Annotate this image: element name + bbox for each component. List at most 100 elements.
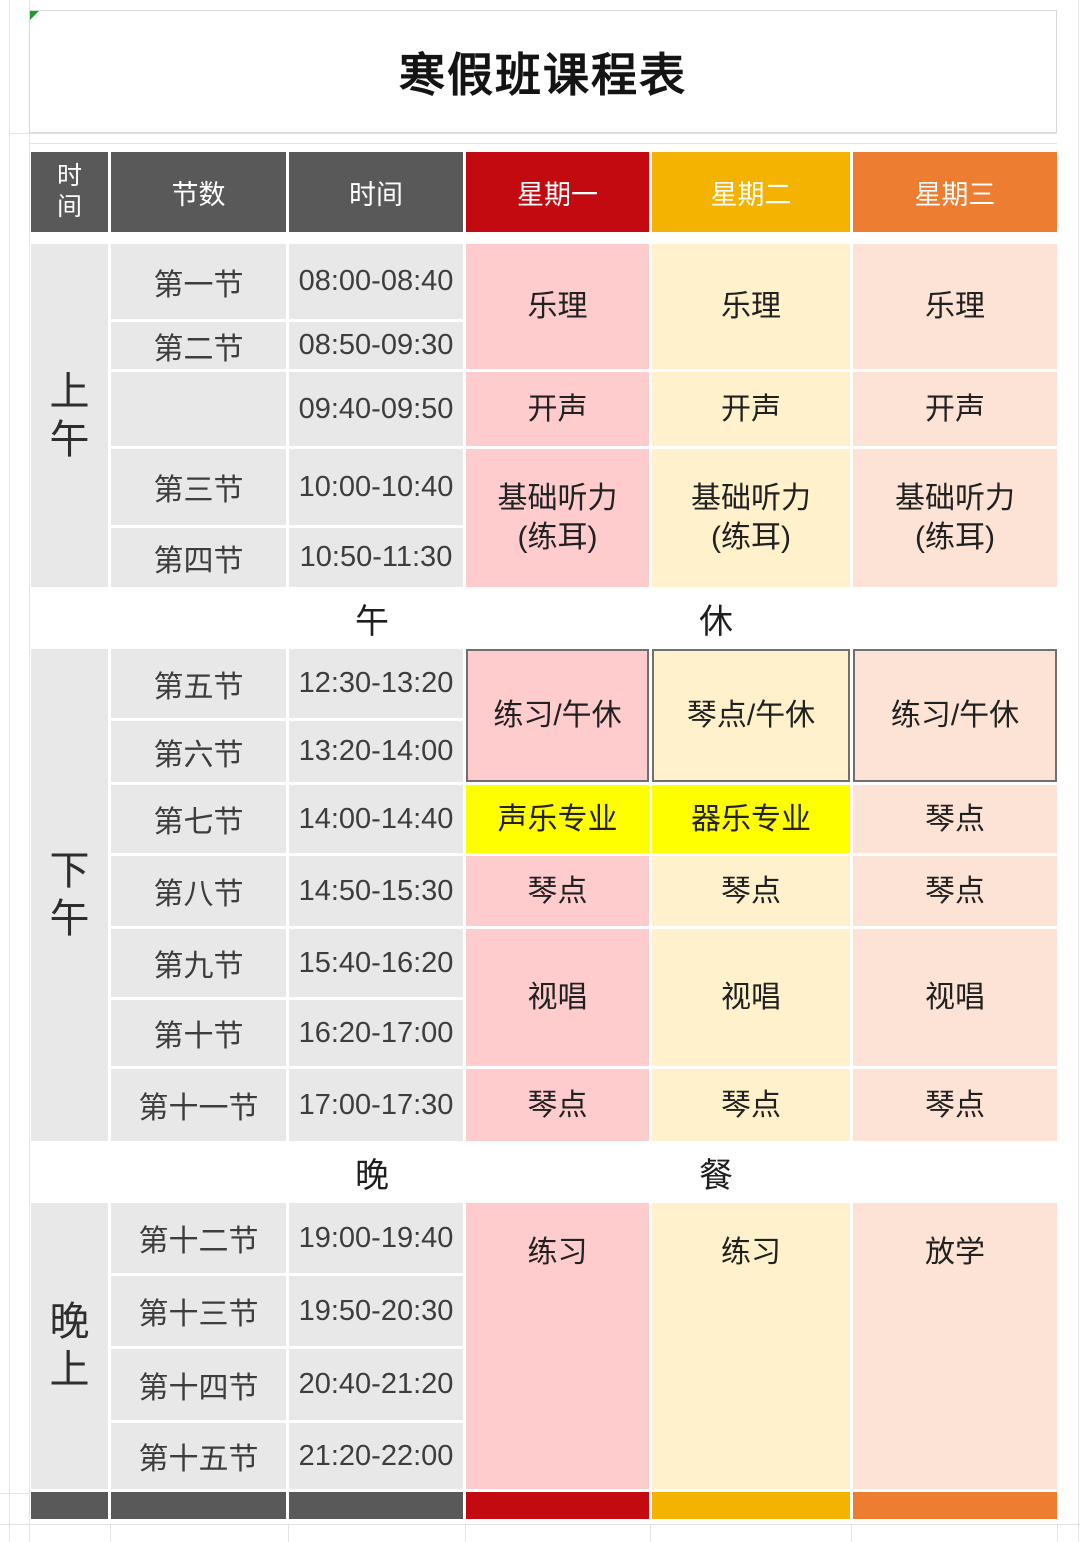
course-cell-wed-dismissal[interactable]: 放学 <box>853 1203 1057 1489</box>
morning-char-1: 上 <box>49 369 90 414</box>
header-tuesday[interactable]: 星期二 <box>652 152 850 232</box>
gridline-footer-left-gutter <box>0 1493 29 1494</box>
time-cell-1[interactable]: 08:00-08:40 <box>289 244 463 319</box>
session-cell-12[interactable]: 第十一节 <box>111 1069 286 1141</box>
course-cell-wed-ear-training[interactable]: 基础听力 (练耳) <box>853 449 1057 587</box>
session-text: 第七节 <box>153 806 244 839</box>
course-text: 视唱 <box>721 981 781 1014</box>
time-text: 17:00-17:30 <box>298 1088 454 1121</box>
course-cell-tue-piano-1[interactable]: 琴点 <box>652 856 850 926</box>
time-cell-11[interactable]: 16:20-17:00 <box>289 1000 463 1066</box>
session-cell-8[interactable]: 第七节 <box>111 785 286 853</box>
course-cell-mon-noon-practice[interactable]: 练习/午休 <box>466 649 649 782</box>
footer-bar-gray-3[interactable] <box>289 1492 463 1519</box>
time-cell-3[interactable]: 09:40-09:50 <box>289 372 463 446</box>
course-cell-tue-noon-practice[interactable]: 琴点/午休 <box>652 649 850 782</box>
course-cell-wed-noon-practice[interactable]: 练习/午休 <box>853 649 1057 782</box>
dinner-break-row[interactable]: 晚 餐 <box>31 1144 1057 1200</box>
course-cell-mon-theory[interactable]: 乐理 <box>466 244 649 369</box>
course-cell-wed-piano-2[interactable]: 琴点 <box>853 1069 1057 1141</box>
course-cell-tue-warmup[interactable]: 开声 <box>652 372 850 446</box>
section-label-afternoon[interactable]: 下 午 <box>31 649 108 1141</box>
course-text: 视唱 <box>527 981 588 1014</box>
header-wednesday[interactable]: 星期三 <box>853 152 1057 232</box>
time-cell-14[interactable]: 19:50-20:30 <box>289 1276 463 1346</box>
footer-bar-red[interactable] <box>466 1492 649 1519</box>
course-cell-tue-ear-training[interactable]: 基础听力 (练耳) <box>652 449 850 587</box>
session-cell-14[interactable]: 第十三节 <box>111 1276 286 1346</box>
header-monday[interactable]: 星期一 <box>466 152 649 232</box>
header-session-column[interactable]: 节数 <box>111 152 286 232</box>
session-cell-16[interactable]: 第十五节 <box>111 1423 286 1489</box>
session-cell-7[interactable]: 第六节 <box>111 721 286 782</box>
course-text: 放学 <box>925 1236 985 1269</box>
session-cell-5[interactable]: 第四节 <box>111 528 286 587</box>
time-cell-16[interactable]: 21:20-22:00 <box>289 1423 463 1489</box>
session-cell-2[interactable]: 第二节 <box>111 322 286 369</box>
time-cell-5[interactable]: 10:50-11:30 <box>289 528 463 587</box>
course-text: 乐理 <box>721 290 781 323</box>
time-cell-10[interactable]: 15:40-16:20 <box>289 929 463 997</box>
course-text: 练习/午休 <box>890 699 1020 732</box>
time-text: 10:00-10:40 <box>298 470 454 503</box>
session-cell-9[interactable]: 第八节 <box>111 856 286 926</box>
time-text: 19:50-20:30 <box>298 1294 454 1327</box>
morning-char-2: 午 <box>49 417 90 462</box>
course-text: 琴点 <box>527 874 588 908</box>
lunch-char-2: 休 <box>699 602 733 641</box>
course-cell-mon-piano-1[interactable]: 琴点 <box>466 856 649 926</box>
footer-bar-gray-2[interactable] <box>111 1492 286 1519</box>
section-label-morning[interactable]: 上 午 <box>31 244 108 587</box>
time-cell-13[interactable]: 19:00-19:40 <box>289 1203 463 1273</box>
course-cell-wed-theory[interactable]: 乐理 <box>853 244 1057 369</box>
session-cell-11[interactable]: 第十节 <box>111 1000 286 1066</box>
time-cell-2[interactable]: 08:50-09:30 <box>289 322 463 369</box>
course-cell-mon-evening-practice[interactable]: 练习 <box>466 1203 649 1489</box>
lunch-break-row[interactable]: 午 休 <box>31 590 1057 646</box>
footer-bar-gold[interactable] <box>652 1492 850 1519</box>
course-cell-wed-sight-singing[interactable]: 视唱 <box>853 929 1057 1066</box>
course-text: 基础听力 (练耳) <box>691 482 811 554</box>
session-cell-3-empty[interactable] <box>111 372 286 446</box>
course-cell-wed-piano[interactable]: 琴点 <box>853 785 1057 853</box>
course-cell-tue-evening-practice[interactable]: 练习 <box>652 1203 850 1489</box>
course-cell-tue-piano-2[interactable]: 琴点 <box>652 1069 850 1141</box>
time-cell-9[interactable]: 14:50-15:30 <box>289 856 463 926</box>
course-cell-mon-vocal-major[interactable]: 声乐专业 <box>466 785 649 853</box>
session-cell-10[interactable]: 第九节 <box>111 929 286 997</box>
time-cell-12[interactable]: 17:00-17:30 <box>289 1069 463 1141</box>
footer-bar-orange[interactable] <box>853 1492 1057 1519</box>
course-cell-tue-sight-singing[interactable]: 视唱 <box>652 929 850 1066</box>
course-cell-tue-theory[interactable]: 乐理 <box>652 244 850 369</box>
course-text: 练习 <box>721 1236 781 1269</box>
session-text: 第十五节 <box>138 1443 259 1476</box>
header-time-corner[interactable]: 时 间 <box>31 152 108 232</box>
course-text: 乐理 <box>925 290 985 323</box>
title-cell[interactable]: 寒假班课程表 <box>29 10 1057 133</box>
course-cell-mon-sight-singing[interactable]: 视唱 <box>466 929 649 1066</box>
course-cell-tue-instrument-major[interactable]: 器乐专业 <box>652 785 850 853</box>
time-cell-15[interactable]: 20:40-21:20 <box>289 1349 463 1420</box>
header-corner-char-1: 时 <box>56 161 82 190</box>
session-cell-6[interactable]: 第五节 <box>111 649 286 718</box>
time-cell-6[interactable]: 12:30-13:20 <box>289 649 463 718</box>
footer-bar-gray-1[interactable] <box>31 1492 108 1519</box>
course-cell-mon-warmup[interactable]: 开声 <box>466 372 649 446</box>
session-cell-1[interactable]: 第一节 <box>111 244 286 319</box>
wednesday-label: 星期三 <box>914 179 996 210</box>
session-cell-4[interactable]: 第三节 <box>111 449 286 525</box>
course-cell-wed-piano-1[interactable]: 琴点 <box>853 856 1057 926</box>
course-cell-mon-piano-2[interactable]: 琴点 <box>466 1069 649 1141</box>
section-label-evening[interactable]: 晚 上 <box>31 1203 108 1489</box>
session-cell-15[interactable]: 第十四节 <box>111 1349 286 1420</box>
session-cell-13[interactable]: 第十二节 <box>111 1203 286 1273</box>
time-cell-4[interactable]: 10:00-10:40 <box>289 449 463 525</box>
time-cell-8[interactable]: 14:00-14:40 <box>289 785 463 853</box>
session-text: 第五节 <box>153 670 244 704</box>
header-time-column[interactable]: 时间 <box>289 152 463 232</box>
course-cell-wed-warmup[interactable]: 开声 <box>853 372 1057 446</box>
dinner-char-2: 餐 <box>699 1156 733 1195</box>
course-text: 练习/午休 <box>493 699 622 732</box>
time-cell-7[interactable]: 13:20-14:00 <box>289 721 463 782</box>
course-cell-mon-ear-training[interactable]: 基础听力 (练耳) <box>466 449 649 587</box>
